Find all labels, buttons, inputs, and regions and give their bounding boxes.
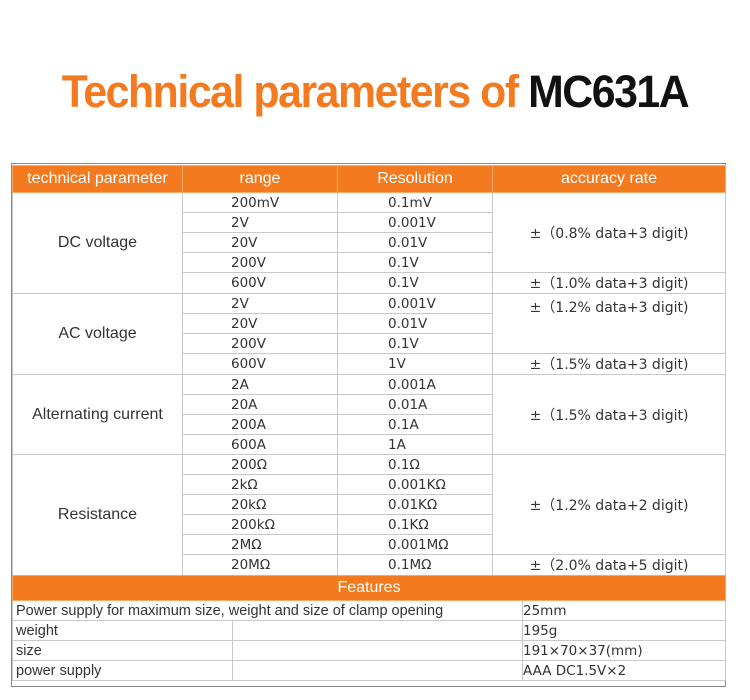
accuracy-cell: ±（1.2% data+3 digit) <box>492 293 726 354</box>
table-row: Resistance 200Ω 0.1Ω ±（1.2% data+2 digit… <box>12 454 726 576</box>
range-cell: 600V <box>182 272 338 294</box>
resolution-cell: 0.1A <box>337 414 493 435</box>
range-cell: 20V <box>182 313 338 334</box>
accuracy-cell: ±（0.8% data+3 digit) <box>492 192 726 273</box>
resolution-cell: 0.1V <box>337 333 493 354</box>
range-cell: 200A <box>182 414 338 435</box>
resolution-cell: 0.1V <box>337 272 493 294</box>
title-model: MC631A <box>528 66 690 117</box>
header-technical-parameter: technical parameter <box>12 165 183 193</box>
spec-table: technical parameter range Resolution acc… <box>12 165 726 576</box>
table-row: 20V 0.01V <box>13 232 726 253</box>
resolution-cell: 0.1Ω <box>337 454 493 475</box>
range-cell: 20V <box>182 232 338 253</box>
feature-row: size 191×70×37(mm) <box>12 640 727 661</box>
features-table: Features Power supply for maximum size, … <box>11 575 727 681</box>
feature-label: weight <box>12 620 233 641</box>
resolution-cell: 0.001KΩ <box>337 474 493 495</box>
feature-spacer <box>232 620 523 641</box>
range-cell: 20A <box>182 394 338 415</box>
resolution-cell: 0.001A <box>337 374 493 395</box>
features-title: Features <box>11 575 727 601</box>
accuracy-cell: ±（1.0% data+3 digit) <box>492 272 726 294</box>
page-title: Technical parameters of MC631A <box>19 66 732 118</box>
range-cell: 200mV <box>182 192 338 213</box>
param-alternating-current: Alternating current <box>12 374 183 455</box>
resolution-cell: 0.1mV <box>337 192 493 213</box>
feature-label: size <box>12 640 233 661</box>
feature-value: 195g <box>521 620 727 641</box>
param-resistance: Resistance <box>12 454 183 576</box>
table-row: AC voltage 2V 0.001V ±（1.2% data+3 digit… <box>12 293 726 375</box>
resolution-cell: 0.1V <box>337 252 493 273</box>
resolution-cell: 0.001V <box>337 212 493 233</box>
resolution-cell: 0.1MΩ <box>337 554 493 576</box>
feature-value: AAA DC1.5V×2 <box>521 660 727 681</box>
resolution-cell: 0.01KΩ <box>337 494 493 515</box>
feature-label: Power supply for maximum size, weight an… <box>12 600 523 621</box>
table-row: 200V 0.1V <box>13 333 726 354</box>
table-frame <box>11 163 726 687</box>
range-cell: 200kΩ <box>182 514 338 535</box>
header-resolution: Resolution <box>337 165 493 193</box>
table-header-row: technical parameter range Resolution acc… <box>12 165 726 193</box>
table-row: Alternating current 2A 0.001A ±（1.5% dat… <box>12 374 726 455</box>
feature-value: 191×70×37(mm) <box>521 640 727 661</box>
table-row: 200A 0.1A <box>13 414 726 435</box>
range-cell: 200V <box>182 333 338 354</box>
accuracy-cell: ±（1.5% data+3 digit) <box>492 374 726 455</box>
resolution-cell: 1A <box>337 434 493 455</box>
feature-spacer <box>232 660 523 681</box>
feature-row: weight 195g <box>12 620 727 641</box>
param-dc-voltage: DC voltage <box>12 192 183 294</box>
range-cell: 600A <box>182 434 338 455</box>
resolution-cell: 0.1KΩ <box>337 514 493 535</box>
table-row: DC voltage 200mV 0.1mV ±（0.8% data+3 dig… <box>12 192 726 294</box>
table-row: 20V 0.01V <box>13 313 726 334</box>
range-cell: 2V <box>182 293 338 314</box>
table-row: 20kΩ 0.01KΩ <box>13 494 726 515</box>
table-row: 2MΩ 0.001MΩ <box>13 534 726 555</box>
param-ac-voltage: AC voltage <box>12 293 183 375</box>
range-cell: 2MΩ <box>182 534 338 555</box>
range-cell: 200Ω <box>182 454 338 475</box>
resolution-cell: 0.01V <box>337 232 493 253</box>
range-cell: 2kΩ <box>182 474 338 495</box>
feature-label: power supply <box>12 660 233 681</box>
range-cell: 600V <box>182 353 338 375</box>
resolution-cell: 0.001V <box>337 293 493 314</box>
feature-row: power supply AAA DC1.5V×2 <box>12 660 727 681</box>
feature-spacer <box>232 640 523 661</box>
accuracy-cell: ±（1.5% data+3 digit) <box>492 353 726 375</box>
accuracy-cell: ±（2.0% data+5 digit) <box>492 554 726 576</box>
resolution-cell: 0.01A <box>337 394 493 415</box>
range-cell: 20kΩ <box>182 494 338 515</box>
feature-row: Power supply for maximum size, weight an… <box>12 600 727 621</box>
range-cell: 2V <box>182 212 338 233</box>
header-range: range <box>182 165 338 193</box>
table-row: 600V 1V ±（1.5% data+3 digit) <box>13 353 726 375</box>
table-row: 200V 0.1V <box>13 252 726 273</box>
range-cell: 20MΩ <box>182 554 338 576</box>
range-cell: 2A <box>182 374 338 395</box>
range-cell: 200V <box>182 252 338 273</box>
feature-value: 25mm <box>521 600 727 621</box>
header-accuracy-rate: accuracy rate <box>492 165 726 193</box>
title-prefix: Technical parameters of <box>61 66 529 117</box>
features-header-row: Features <box>11 575 727 601</box>
accuracy-cell: ±（1.2% data+2 digit) <box>492 454 726 555</box>
resolution-cell: 0.01V <box>337 313 493 334</box>
resolution-cell: 0.001MΩ <box>337 534 493 555</box>
resolution-cell: 1V <box>337 353 493 375</box>
